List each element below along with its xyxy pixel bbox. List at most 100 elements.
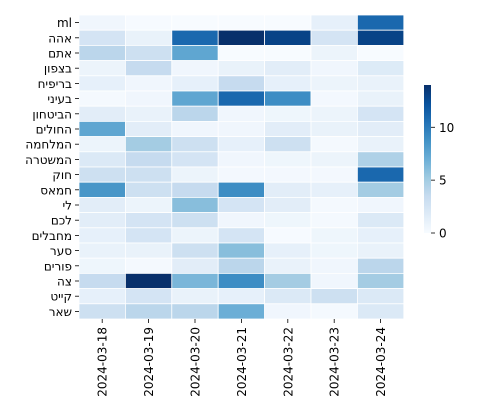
heatmap-cell <box>356 303 405 320</box>
colorbar-gradient <box>424 85 431 233</box>
heatmap-cell <box>310 151 358 168</box>
heatmap-cell <box>78 257 126 274</box>
heatmap-cell <box>78 136 126 153</box>
heatmap-cell <box>125 257 173 274</box>
x-tick-label: 2024-03-23 <box>328 327 342 397</box>
heatmap-cell <box>125 272 173 289</box>
x-tick-label: 2024-03-19 <box>142 327 156 397</box>
heatmap-cell <box>264 272 312 289</box>
heatmap-cell <box>217 60 265 77</box>
heatmap-cell <box>171 75 219 92</box>
heatmap-cell <box>171 272 219 289</box>
heatmap-cell <box>356 227 405 244</box>
heatmap-cell <box>310 272 358 289</box>
heatmap-cell <box>171 29 219 46</box>
heatmap-cell <box>310 212 358 229</box>
heatmap-cell <box>310 90 358 107</box>
heatmap-cell <box>264 257 312 274</box>
y-tick-label: לי <box>62 199 72 213</box>
heatmap-cell <box>78 196 126 213</box>
heatmap-cell <box>310 105 358 122</box>
heatmap-cell <box>171 288 219 305</box>
y-tick-label: המלחמה <box>25 138 72 152</box>
heatmap-cell <box>171 136 219 153</box>
heatmap-cell <box>356 196 405 213</box>
y-tick-label: שאר <box>49 305 72 319</box>
y-tick-label: פורים <box>44 259 72 273</box>
heatmap-cell <box>125 227 173 244</box>
heatmap-cell <box>78 166 126 183</box>
heatmap-cell <box>356 212 405 229</box>
heatmap-cell <box>264 151 312 168</box>
heatmap-cell <box>217 181 265 198</box>
x-tick-label: 2024-03-18 <box>96 327 110 397</box>
heatmap-cell <box>171 90 219 107</box>
heatmap-cell <box>356 166 405 183</box>
heatmap-cell <box>264 121 312 138</box>
heatmap-cell <box>356 60 405 77</box>
y-tick-label: סער <box>50 244 72 258</box>
heatmap-cell <box>78 288 126 305</box>
heatmap-cell <box>217 29 265 46</box>
heatmap-cell <box>125 105 173 122</box>
heatmap-cell <box>217 151 265 168</box>
heatmap-cell <box>264 288 312 305</box>
heatmap-cell <box>356 75 405 92</box>
heatmap-cell <box>217 121 265 138</box>
heatmap-cell <box>356 90 405 107</box>
heatmap-cell <box>125 212 173 229</box>
heatmap-cell <box>310 181 358 198</box>
heatmap-cell <box>125 121 173 138</box>
heatmap-cell <box>78 121 126 138</box>
heatmap-cell <box>78 29 126 46</box>
heatmap-cell <box>264 90 312 107</box>
heatmap-cell <box>356 121 405 138</box>
heatmap-cell <box>264 196 312 213</box>
heatmap-cell <box>125 303 173 320</box>
heatmap-cell <box>78 303 126 320</box>
x-tick-labels: 2024-03-18 2024-03-19 2024-03-20 2024-03-21… <box>96 319 388 397</box>
heatmap-cell <box>217 196 265 213</box>
heatmap-cell <box>310 121 358 138</box>
heatmap-cell <box>356 242 405 259</box>
x-tick-label: 2024-03-20 <box>189 327 203 397</box>
heatmap-cell <box>125 196 173 213</box>
heatmap-cell <box>125 14 173 31</box>
heatmap-cell <box>310 14 358 31</box>
heatmap-cell <box>125 151 173 168</box>
heatmap-cell <box>171 14 219 31</box>
heatmap-cell <box>217 242 265 259</box>
heatmap-cell <box>310 136 358 153</box>
heatmap-cell <box>171 60 219 77</box>
heatmap-cell <box>217 257 265 274</box>
heatmap-cell <box>217 75 265 92</box>
y-tick-label: המשטרה <box>25 153 72 167</box>
heatmap-cell <box>264 166 312 183</box>
heatmap-cell <box>356 181 405 198</box>
heatmap-cell <box>171 227 219 244</box>
heatmap-cell <box>78 75 126 92</box>
y-tick-label: הביטחון <box>32 107 72 121</box>
heatmap-cell <box>310 303 358 320</box>
heatmap-cell <box>78 105 126 122</box>
heatmap-cell <box>310 29 358 46</box>
heatmap-cell <box>217 166 265 183</box>
heatmap-cell <box>78 227 126 244</box>
heatmap-cell <box>264 29 312 46</box>
heatmap-cell <box>356 288 405 305</box>
x-tick-label: 2024-03-24 <box>374 327 388 397</box>
heatmap-cell <box>171 166 219 183</box>
heatmap-cell <box>217 303 265 320</box>
heatmap-cell <box>264 45 312 62</box>
colorbar: 0 5 10 <box>424 85 454 241</box>
heatmap-cell <box>264 105 312 122</box>
y-tick-label: לכם <box>51 214 72 228</box>
heatmap-cell <box>310 288 358 305</box>
heatmap-cell <box>78 272 126 289</box>
y-tick-label: החולים <box>36 123 72 137</box>
heatmap-cell <box>310 75 358 92</box>
heatmap-cell <box>264 227 312 244</box>
